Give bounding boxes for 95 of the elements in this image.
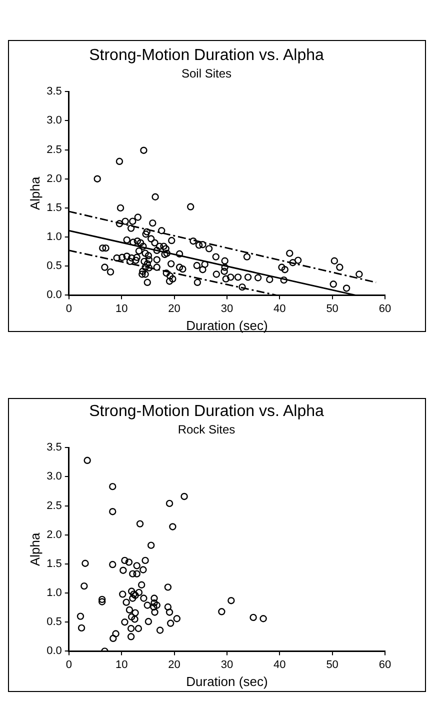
chart-subtitle: Soil Sites bbox=[181, 66, 232, 81]
point bbox=[166, 608, 174, 616]
point bbox=[133, 570, 140, 578]
point bbox=[151, 608, 158, 616]
point bbox=[150, 599, 158, 607]
point bbox=[120, 566, 127, 574]
point bbox=[128, 588, 136, 595]
point bbox=[131, 616, 138, 623]
y-tick-label: 2.0 bbox=[46, 528, 62, 541]
point bbox=[132, 609, 139, 616]
point bbox=[218, 608, 226, 616]
x-tick-label: 50 bbox=[326, 658, 338, 671]
point bbox=[109, 508, 116, 516]
point bbox=[127, 633, 135, 640]
point bbox=[164, 584, 172, 591]
point bbox=[140, 594, 148, 602]
point bbox=[121, 556, 128, 564]
point bbox=[156, 626, 164, 634]
point bbox=[144, 602, 151, 609]
point bbox=[82, 560, 89, 567]
x-tick-label: 10 bbox=[115, 658, 128, 671]
x-tick-label: 10 bbox=[115, 302, 128, 315]
x-tick-label: 20 bbox=[168, 302, 180, 315]
point bbox=[98, 598, 106, 606]
chart-title: Strong-Motion Duration vs. Alpha bbox=[89, 403, 324, 420]
point bbox=[122, 598, 130, 606]
point bbox=[166, 500, 174, 508]
point bbox=[98, 596, 106, 604]
chart-title: Strong-Motion Duration vs. Alpha bbox=[89, 47, 324, 64]
y-tick-label: 2.5 bbox=[46, 144, 62, 156]
point bbox=[125, 558, 133, 566]
point bbox=[164, 603, 172, 611]
point bbox=[127, 624, 135, 632]
point bbox=[250, 614, 257, 622]
x-tick-label: 0 bbox=[66, 658, 72, 671]
point bbox=[150, 603, 158, 611]
y-axis-title: Alpha bbox=[27, 532, 42, 566]
y-tick-label: 1.0 bbox=[46, 587, 62, 600]
point bbox=[112, 630, 120, 638]
point bbox=[150, 594, 158, 602]
point bbox=[180, 492, 188, 500]
point bbox=[110, 634, 117, 642]
point bbox=[76, 612, 84, 620]
y-tick-label: 3.5 bbox=[46, 442, 62, 454]
y-tick-label: 3.0 bbox=[46, 114, 62, 127]
point bbox=[173, 615, 180, 622]
x-tick-label: 30 bbox=[220, 658, 234, 671]
x-axis-title: Duration (sec) bbox=[186, 674, 268, 689]
point bbox=[228, 596, 235, 604]
point bbox=[142, 556, 149, 564]
y-tick-label: 3.5 bbox=[46, 86, 62, 98]
point bbox=[135, 588, 143, 596]
x-tick-label: 60 bbox=[378, 302, 392, 315]
y-tick-label: 1.5 bbox=[46, 558, 62, 570]
y-tick-label: 3.0 bbox=[46, 470, 62, 483]
y-axis-title: Alpha bbox=[27, 176, 42, 210]
x-tick-label: 50 bbox=[326, 302, 338, 315]
x-axis-title: Duration (sec) bbox=[186, 318, 268, 333]
point bbox=[166, 620, 174, 627]
y-tick-label: 0.5 bbox=[46, 616, 62, 628]
point bbox=[144, 618, 152, 626]
x-tick-label: 20 bbox=[168, 658, 180, 671]
point bbox=[153, 602, 160, 609]
point bbox=[169, 523, 176, 530]
point bbox=[140, 566, 147, 574]
y-tick-label: 0.0 bbox=[46, 289, 62, 302]
point bbox=[121, 618, 128, 626]
point bbox=[119, 590, 126, 598]
point bbox=[138, 581, 146, 588]
point bbox=[78, 624, 86, 632]
point bbox=[80, 582, 88, 590]
y-tick-label: 0.5 bbox=[46, 260, 62, 272]
x-tick-label: 30 bbox=[220, 302, 234, 315]
y-tick-label: 0.0 bbox=[46, 645, 62, 658]
point bbox=[109, 482, 116, 490]
point bbox=[260, 615, 267, 622]
point bbox=[129, 594, 136, 602]
x-tick-label: 40 bbox=[274, 302, 286, 315]
y-tick-label: 2.5 bbox=[46, 500, 62, 512]
x-tick-label: 60 bbox=[378, 658, 392, 671]
x-tick-label: 0 bbox=[66, 302, 72, 315]
x-tick-label: 40 bbox=[274, 658, 286, 671]
point bbox=[129, 570, 136, 578]
point bbox=[109, 560, 116, 568]
y-tick-label: 1.5 bbox=[46, 202, 62, 214]
point bbox=[133, 562, 140, 570]
point bbox=[147, 542, 155, 549]
y-tick-label: 1.0 bbox=[46, 231, 62, 244]
point bbox=[134, 624, 142, 632]
point bbox=[128, 613, 136, 620]
point bbox=[126, 606, 134, 614]
point bbox=[84, 456, 91, 464]
chart-subtitle: Rock Sites bbox=[178, 422, 236, 437]
y-tick-label: 2.0 bbox=[46, 172, 62, 185]
point bbox=[136, 520, 144, 528]
